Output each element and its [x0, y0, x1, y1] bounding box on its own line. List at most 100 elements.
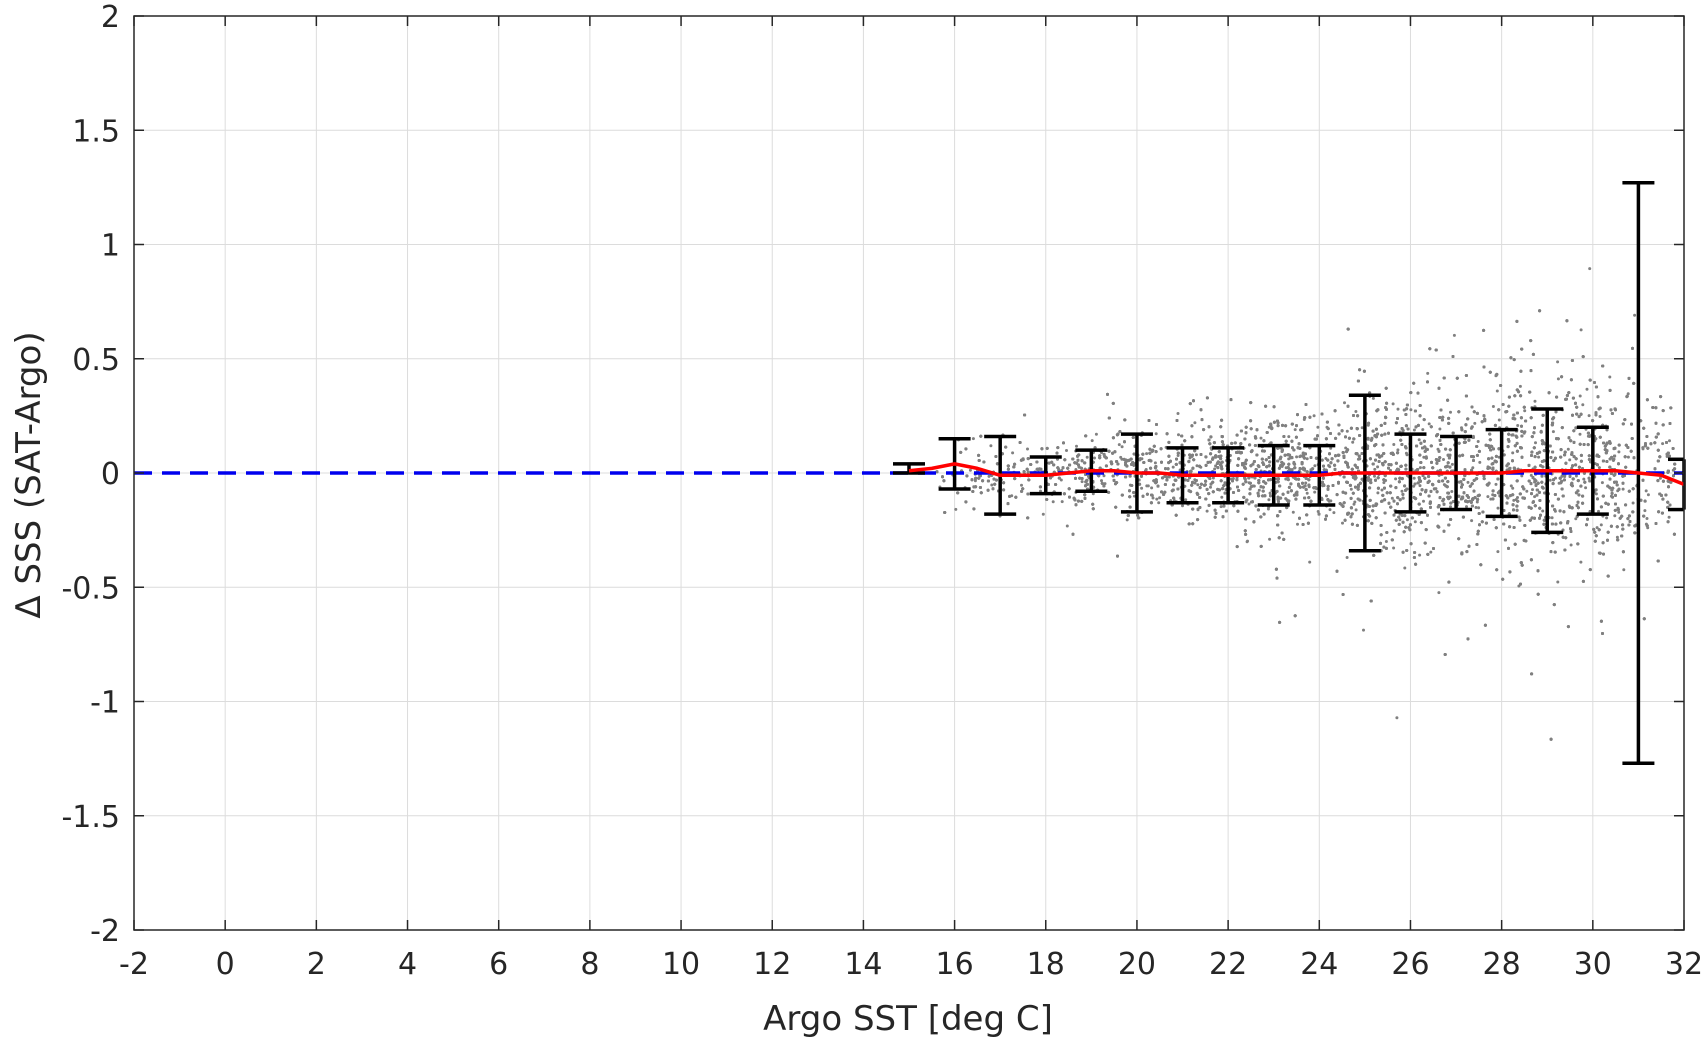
scatter-point — [1266, 507, 1270, 511]
scatter-point — [1245, 540, 1249, 544]
scatter-point — [1450, 462, 1454, 466]
scatter-point — [1422, 499, 1425, 503]
scatter-point — [1396, 407, 1400, 411]
scatter-point — [1153, 461, 1157, 465]
scatter-point — [1328, 508, 1332, 512]
scatter-point — [1556, 377, 1560, 381]
scatter-point — [1474, 506, 1478, 509]
scatter-point — [1354, 508, 1358, 512]
scatter-point — [1626, 455, 1630, 459]
scatter-point — [1534, 441, 1537, 445]
scatter-point — [1668, 439, 1671, 443]
scatter-point — [1588, 267, 1592, 271]
scatter-point — [1376, 491, 1380, 495]
scatter-point — [1267, 498, 1271, 502]
scatter-point — [1075, 444, 1078, 448]
scatter-point — [1470, 519, 1474, 523]
scatter-point — [1354, 410, 1358, 413]
scatter-point — [1151, 496, 1155, 500]
scatter-point — [1429, 550, 1433, 554]
scatter-point — [1382, 481, 1386, 485]
scatter-point — [1449, 505, 1452, 509]
scatter-point — [1496, 550, 1500, 554]
scatter-point — [1511, 451, 1515, 455]
scatter-point — [1158, 496, 1162, 500]
scatter-point — [1495, 389, 1499, 393]
scatter-point — [1312, 414, 1316, 418]
scatter-point — [1352, 502, 1356, 506]
scatter-point — [1395, 716, 1399, 720]
scatter-point — [1140, 486, 1144, 490]
scatter-point — [1442, 458, 1445, 461]
scatter-point — [1594, 492, 1598, 496]
scatter-point — [1608, 375, 1612, 379]
scatter-point — [1371, 396, 1375, 400]
scatter-point — [1074, 468, 1078, 471]
scatter-point — [1380, 488, 1384, 492]
scatter-point — [1268, 537, 1272, 541]
scatter-point — [1146, 484, 1150, 488]
scatter-point — [1597, 466, 1601, 470]
scatter-point — [1584, 486, 1588, 490]
scatter-point — [1494, 482, 1498, 486]
scatter-point — [1437, 512, 1441, 516]
scatter-point — [1373, 467, 1377, 471]
scatter-point — [1418, 553, 1422, 557]
scatter-point — [1102, 474, 1106, 478]
scatter-point — [1059, 478, 1063, 482]
scatter-point — [1195, 464, 1199, 468]
scatter-point — [1403, 566, 1407, 570]
scatter-point — [1117, 443, 1121, 447]
scatter-point — [1412, 476, 1416, 480]
scatter-point — [1051, 500, 1055, 504]
scatter-point — [1550, 516, 1554, 520]
scatter-point — [1325, 494, 1328, 498]
scatter-point — [1645, 517, 1649, 520]
scatter-point — [1392, 443, 1396, 446]
scatter-point — [1345, 429, 1349, 433]
scatter-point — [1617, 450, 1621, 454]
scatter-point — [1426, 371, 1430, 375]
scatter-point — [1150, 486, 1154, 490]
scatter-point — [1176, 412, 1180, 415]
scatter-point — [1520, 474, 1524, 478]
scatter-point — [1569, 543, 1573, 547]
scatter-point — [1412, 484, 1416, 488]
scatter-point — [987, 474, 991, 478]
scatter-point — [1181, 504, 1184, 508]
scatter-point — [1533, 495, 1537, 499]
scatter-point — [1574, 517, 1578, 521]
scatter-point — [1438, 427, 1442, 431]
scatter-point — [1176, 454, 1180, 457]
scatter-point — [1369, 478, 1373, 482]
scatter-point — [1548, 478, 1552, 482]
scatter-point — [1509, 484, 1513, 488]
scatter-point — [1026, 447, 1029, 451]
scatter-point — [1194, 453, 1198, 457]
scatter-point — [1486, 495, 1490, 499]
scatter-point — [1568, 458, 1572, 462]
scatter-point — [1531, 488, 1534, 492]
scatter-point — [1341, 521, 1344, 525]
scatter-point — [1529, 473, 1533, 477]
scatter-point — [1362, 628, 1365, 632]
scatter-point — [1556, 360, 1560, 364]
scatter-point — [1257, 488, 1261, 492]
scatter-point — [1658, 476, 1662, 480]
scatter-point — [1626, 392, 1630, 396]
scatter-point — [1316, 425, 1320, 429]
scatter-point — [1622, 568, 1626, 572]
scatter-point — [1259, 436, 1263, 440]
scatter-point — [1100, 479, 1103, 483]
scatter-point — [1184, 498, 1188, 502]
scatter-point — [1268, 491, 1272, 495]
scatter-point — [1405, 518, 1409, 522]
scatter-point — [1120, 445, 1124, 449]
scatter-point — [1579, 328, 1583, 332]
scatter-point — [1422, 455, 1426, 459]
scatter-point — [1065, 449, 1068, 452]
scatter-point — [1404, 451, 1408, 455]
scatter-point — [1155, 497, 1159, 501]
scatter-point — [1525, 489, 1529, 493]
